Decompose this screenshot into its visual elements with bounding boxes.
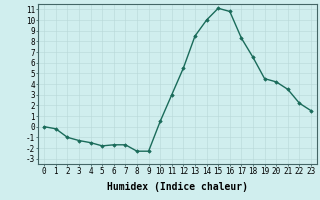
- X-axis label: Humidex (Indice chaleur): Humidex (Indice chaleur): [107, 182, 248, 192]
